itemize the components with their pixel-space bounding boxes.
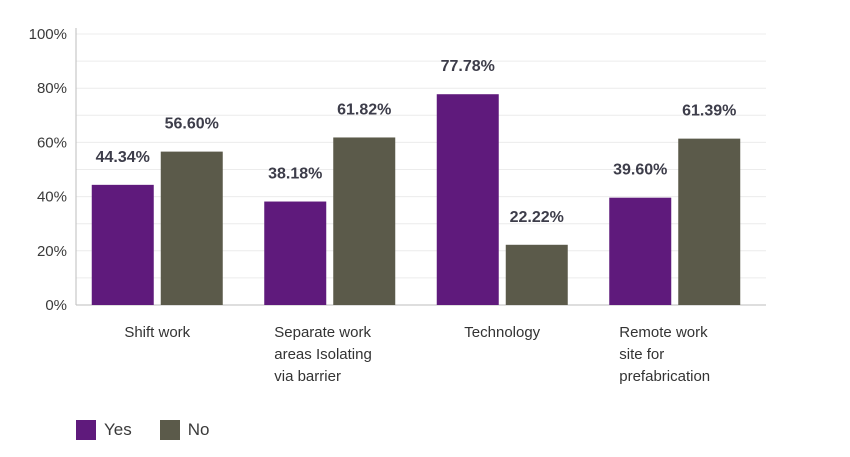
category-labels: Shift work Separate work areas Isolating vi… — [124, 324, 710, 385]
value-labels: 44.34% 56.60% 38.18% 61.82% 77.78% 22.22% 39.6… — [96, 58, 737, 226]
legend-item-no[interactable]: No — [159, 420, 210, 440]
category-label: Remote work site for prefabrication — [619, 324, 710, 385]
value-label: 44.34% — [96, 149, 150, 166]
category-label-line: Technology — [464, 324, 540, 341]
value-label: 77.78% — [441, 58, 495, 75]
bar-yes — [264, 201, 327, 305]
value-label: 39.60% — [613, 162, 667, 179]
legend-label-no: No — [187, 420, 210, 439]
y-tick-label: 80% — [37, 80, 67, 97]
category-label-line: prefabrication — [619, 368, 710, 385]
category-label: Shift work — [124, 324, 190, 341]
value-label: 56.60% — [165, 116, 219, 133]
legend-swatch-yes — [76, 420, 96, 440]
legend-item-yes[interactable]: Yes — [76, 420, 132, 440]
category-label-line: Separate work — [274, 324, 371, 341]
y-tick-label: 0% — [45, 297, 67, 314]
category-label-line: areas Isolating — [274, 346, 372, 363]
y-tick-label: 60% — [37, 134, 67, 151]
y-tick-labels: 0% 20% 40% 60% 80% 100% — [29, 26, 67, 314]
bar-yes — [609, 197, 672, 305]
category-label-line: Remote work — [619, 324, 708, 341]
value-label: 61.82% — [337, 101, 391, 118]
y-tick-label: 20% — [37, 243, 67, 260]
bar-no — [160, 151, 223, 305]
category-label-line: site for — [619, 346, 664, 363]
category-label-line: Shift work — [124, 324, 190, 341]
y-tick-label: 100% — [29, 26, 67, 43]
bar-no — [505, 244, 568, 305]
value-label: 61.39% — [682, 103, 736, 120]
bar-chart: 0% 20% 40% 60% 80% 100% 44.34% 56.60% 38.18% 61.… — [29, 26, 766, 385]
legend: Yes No — [76, 420, 209, 440]
bar-no — [678, 138, 741, 305]
bar-yes — [91, 184, 154, 305]
category-label-line: via barrier — [274, 368, 341, 385]
bar-no — [333, 137, 396, 305]
y-tick-label: 40% — [37, 189, 67, 206]
category-label: Technology — [464, 324, 540, 341]
value-label: 38.18% — [268, 166, 322, 183]
value-label: 22.22% — [510, 209, 564, 226]
category-label: Separate work areas Isolating via barrier — [274, 324, 372, 385]
legend-swatch-no — [159, 420, 180, 440]
bar-yes — [436, 94, 499, 305]
bars — [91, 94, 741, 305]
legend-label-yes: Yes — [104, 420, 132, 439]
